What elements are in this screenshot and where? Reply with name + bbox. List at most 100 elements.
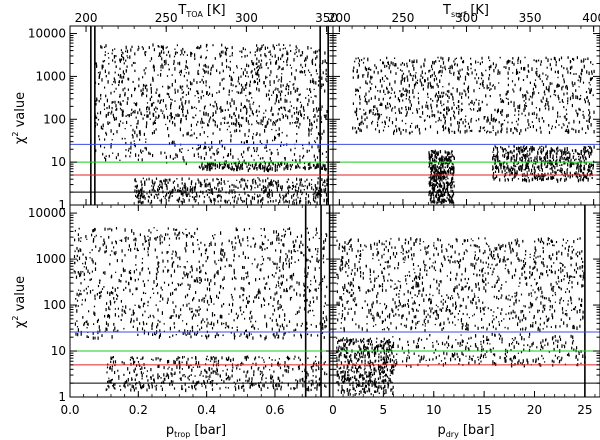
scatter-point	[505, 149, 507, 152]
scatter-point	[123, 73, 125, 75]
scatter-point	[538, 92, 540, 94]
x-tick-label: 350	[315, 11, 338, 25]
scatter-point	[156, 107, 158, 110]
scatter-point	[233, 184, 235, 188]
scatter-point	[270, 165, 272, 167]
scatter-point	[498, 170, 500, 173]
scatter-point	[389, 96, 392, 99]
scatter-point	[216, 149, 218, 152]
scatter-point	[255, 162, 257, 166]
scatter-point	[451, 150, 453, 154]
scatter-point	[428, 156, 430, 160]
scatter-point	[172, 334, 174, 337]
scatter-point	[134, 185, 136, 188]
scatter-point	[296, 195, 298, 197]
scatter-point	[212, 64, 214, 67]
scatter-point	[304, 59, 306, 62]
scatter-point	[189, 88, 191, 91]
scatter-point	[197, 178, 199, 181]
scatter-point	[183, 271, 185, 275]
scatter-point	[234, 122, 236, 126]
scatter-point	[256, 194, 259, 198]
scatter-point	[500, 129, 502, 134]
scatter-point	[217, 319, 219, 324]
scatter-point	[533, 166, 536, 169]
scatter-point	[251, 185, 253, 190]
scatter-point	[202, 68, 204, 70]
scatter-point	[317, 177, 319, 180]
scatter-point	[170, 104, 172, 108]
scatter-point	[279, 118, 281, 121]
scatter-point	[429, 182, 431, 186]
scatter-point	[548, 85, 550, 89]
scatter-point	[437, 185, 439, 189]
scatter-point	[247, 179, 249, 182]
scatter-point	[492, 167, 494, 170]
scatter-point	[495, 154, 497, 157]
scatter-point	[103, 146, 106, 149]
scatter-point	[287, 52, 289, 56]
scatter-point	[191, 196, 194, 198]
scatter-point	[468, 73, 470, 76]
scatter-point	[247, 75, 249, 78]
scatter-point	[134, 69, 136, 73]
scatter-point	[267, 93, 270, 96]
scatter-point	[277, 56, 279, 61]
scatter-point	[483, 116, 485, 120]
scatter-point	[119, 120, 122, 123]
scatter-point	[193, 279, 195, 283]
scatter-point	[529, 148, 531, 152]
scatter-point	[546, 160, 548, 163]
scatter-point	[190, 129, 192, 131]
scatter-point	[312, 309, 314, 312]
scatter-point	[105, 75, 107, 78]
scatter-point	[271, 181, 273, 186]
scatter-point	[113, 322, 115, 326]
scatter-point	[193, 196, 195, 201]
scatter-point	[171, 83, 173, 87]
scatter-point	[179, 70, 181, 73]
scatter-point	[288, 88, 290, 91]
scatter-point	[411, 130, 413, 133]
scatter-point	[282, 115, 284, 119]
scatter-point	[158, 45, 160, 48]
scatter-point	[532, 164, 534, 168]
scatter-point	[447, 177, 449, 180]
scatter-point	[442, 61, 445, 65]
scatter-point	[109, 262, 111, 266]
scatter-point	[299, 293, 301, 297]
scatter-point	[422, 111, 424, 115]
scatter-point	[191, 329, 194, 333]
scatter-point	[119, 58, 121, 62]
scatter-point	[180, 97, 182, 101]
scatter-point	[451, 199, 453, 202]
x-tick-label: 250	[155, 11, 178, 25]
scatter-point	[469, 107, 471, 110]
scatter-point	[354, 127, 356, 130]
scatter-point	[280, 143, 282, 147]
scatter-point	[509, 168, 511, 171]
scatter-point	[112, 113, 114, 116]
scatter-point	[132, 110, 134, 113]
scatter-point	[299, 70, 301, 73]
scatter-point	[173, 261, 175, 264]
scatter-point	[305, 197, 307, 201]
scatter-point	[415, 76, 417, 79]
scatter-point	[114, 253, 116, 256]
scatter-point	[143, 132, 145, 137]
scatter-point	[212, 44, 214, 47]
scatter-point	[227, 153, 229, 157]
scatter-point	[448, 182, 450, 186]
scatter-point	[285, 258, 287, 262]
scatter-point	[590, 88, 592, 92]
scatter-point	[105, 155, 107, 158]
scatter-point	[429, 81, 431, 85]
scatter-point	[229, 55, 231, 57]
scatter-point	[105, 251, 107, 253]
scatter-point	[405, 108, 407, 111]
scatter-series-2	[134, 177, 328, 205]
scatter-point	[188, 302, 190, 305]
scatter-point	[488, 87, 490, 89]
scatter-point	[76, 326, 79, 328]
scatter-point	[277, 80, 279, 82]
